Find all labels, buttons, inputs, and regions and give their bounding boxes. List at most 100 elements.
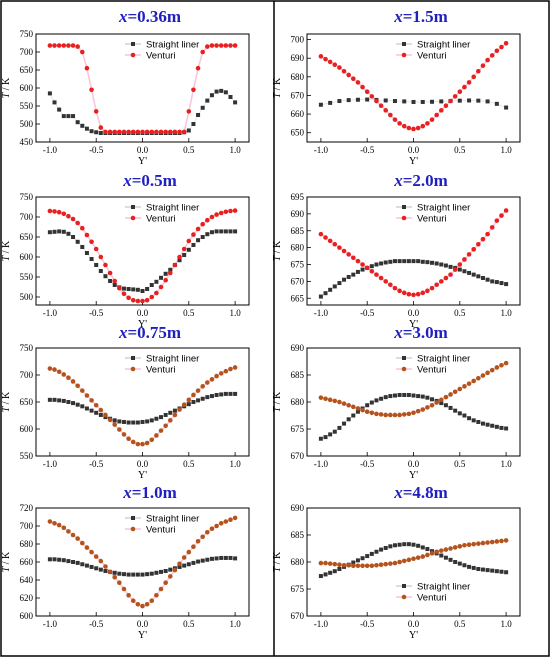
data-point (374, 262, 379, 267)
data-point (80, 388, 85, 393)
data-point (439, 401, 444, 406)
y-tick-label: 650 (20, 397, 34, 407)
data-point (84, 232, 90, 238)
data-point (392, 117, 398, 122)
x-axis-label: Y' (409, 470, 418, 481)
legend-label: Venturi (417, 593, 447, 604)
x-tick-label: 0.0 (137, 308, 149, 318)
legend-label: Straight liner (146, 40, 199, 51)
data-point (98, 269, 103, 273)
data-point (378, 412, 384, 417)
data-point (490, 423, 495, 428)
data-point (181, 246, 187, 252)
data-point (416, 543, 421, 548)
data-point (379, 396, 384, 401)
data-point (365, 403, 370, 408)
y-tick-label: 500 (20, 119, 34, 129)
data-point (485, 231, 490, 237)
data-point (219, 392, 224, 397)
data-point (388, 112, 393, 118)
data-point (332, 241, 338, 247)
data-point (415, 555, 421, 560)
data-point (480, 540, 486, 546)
x-tick-label: 1.0 (229, 459, 241, 469)
data-point (420, 394, 425, 399)
data-point (144, 297, 150, 303)
panel-title-variable: x (393, 483, 403, 502)
x-tick-label: -1.0 (314, 459, 329, 469)
data-point (98, 558, 104, 564)
data-point (112, 418, 117, 423)
data-point (57, 557, 62, 562)
data-point (337, 65, 342, 70)
data-point (429, 551, 435, 556)
data-point (61, 558, 66, 563)
data-point (411, 393, 416, 398)
plot-area (306, 507, 521, 617)
data-point (476, 375, 481, 381)
data-point (168, 410, 173, 415)
y-tick-label: 670 (291, 90, 305, 100)
data-point (355, 258, 361, 264)
data-point (504, 570, 509, 575)
y-tick-label: 680 (20, 539, 34, 549)
data-point (163, 271, 168, 276)
data-point (402, 259, 407, 264)
data-point (186, 397, 192, 403)
data-point (131, 420, 136, 425)
y-tick-label: 550 (20, 451, 34, 461)
panel-title-value: =0.75m (127, 323, 181, 342)
data-point (205, 557, 210, 562)
data-point (411, 126, 416, 132)
data-point (145, 419, 150, 424)
data-point (186, 238, 192, 244)
y-axis-label-variable: T (272, 565, 283, 572)
panel-title-variable: x (393, 7, 403, 26)
data-point (327, 397, 333, 403)
data-point (318, 574, 323, 579)
data-point (159, 275, 164, 280)
data-point (75, 120, 80, 125)
data-point (228, 208, 233, 214)
data-point (195, 539, 201, 544)
data-point (401, 123, 407, 129)
y-tick-label: 750 (20, 29, 34, 39)
series-venturi (47, 208, 238, 304)
data-point (103, 564, 108, 569)
data-point (186, 402, 191, 407)
data-point (80, 562, 85, 567)
data-point (140, 129, 145, 135)
data-point (205, 98, 210, 103)
data-point (351, 404, 356, 410)
x-tick-label: 0.5 (454, 459, 466, 469)
data-point (149, 283, 154, 287)
data-point (135, 287, 140, 292)
data-point (332, 569, 337, 574)
data-point (499, 44, 504, 50)
legend-label: Straight liner (417, 354, 470, 365)
data-point (351, 560, 356, 565)
data-point (52, 229, 57, 234)
data-point (98, 254, 104, 260)
data-point (328, 570, 333, 575)
data-point (388, 544, 393, 549)
data-point (360, 556, 365, 561)
data-point (346, 252, 351, 257)
data-point (135, 441, 141, 447)
data-point (379, 547, 384, 552)
panel-title-value: =3.0m (403, 323, 448, 342)
data-point (346, 417, 351, 422)
panel-title: x=1.0m (122, 483, 177, 502)
x-tick-label: 1.0 (500, 459, 512, 469)
data-point (462, 384, 467, 389)
x-tick-label: 0.5 (183, 619, 195, 629)
data-point (167, 418, 173, 423)
x-tick-label: -0.5 (89, 308, 104, 318)
data-point (107, 569, 113, 575)
data-point (355, 269, 360, 274)
data-point (438, 397, 444, 403)
data-point (196, 113, 201, 117)
y-tick-label: 680 (291, 397, 305, 407)
